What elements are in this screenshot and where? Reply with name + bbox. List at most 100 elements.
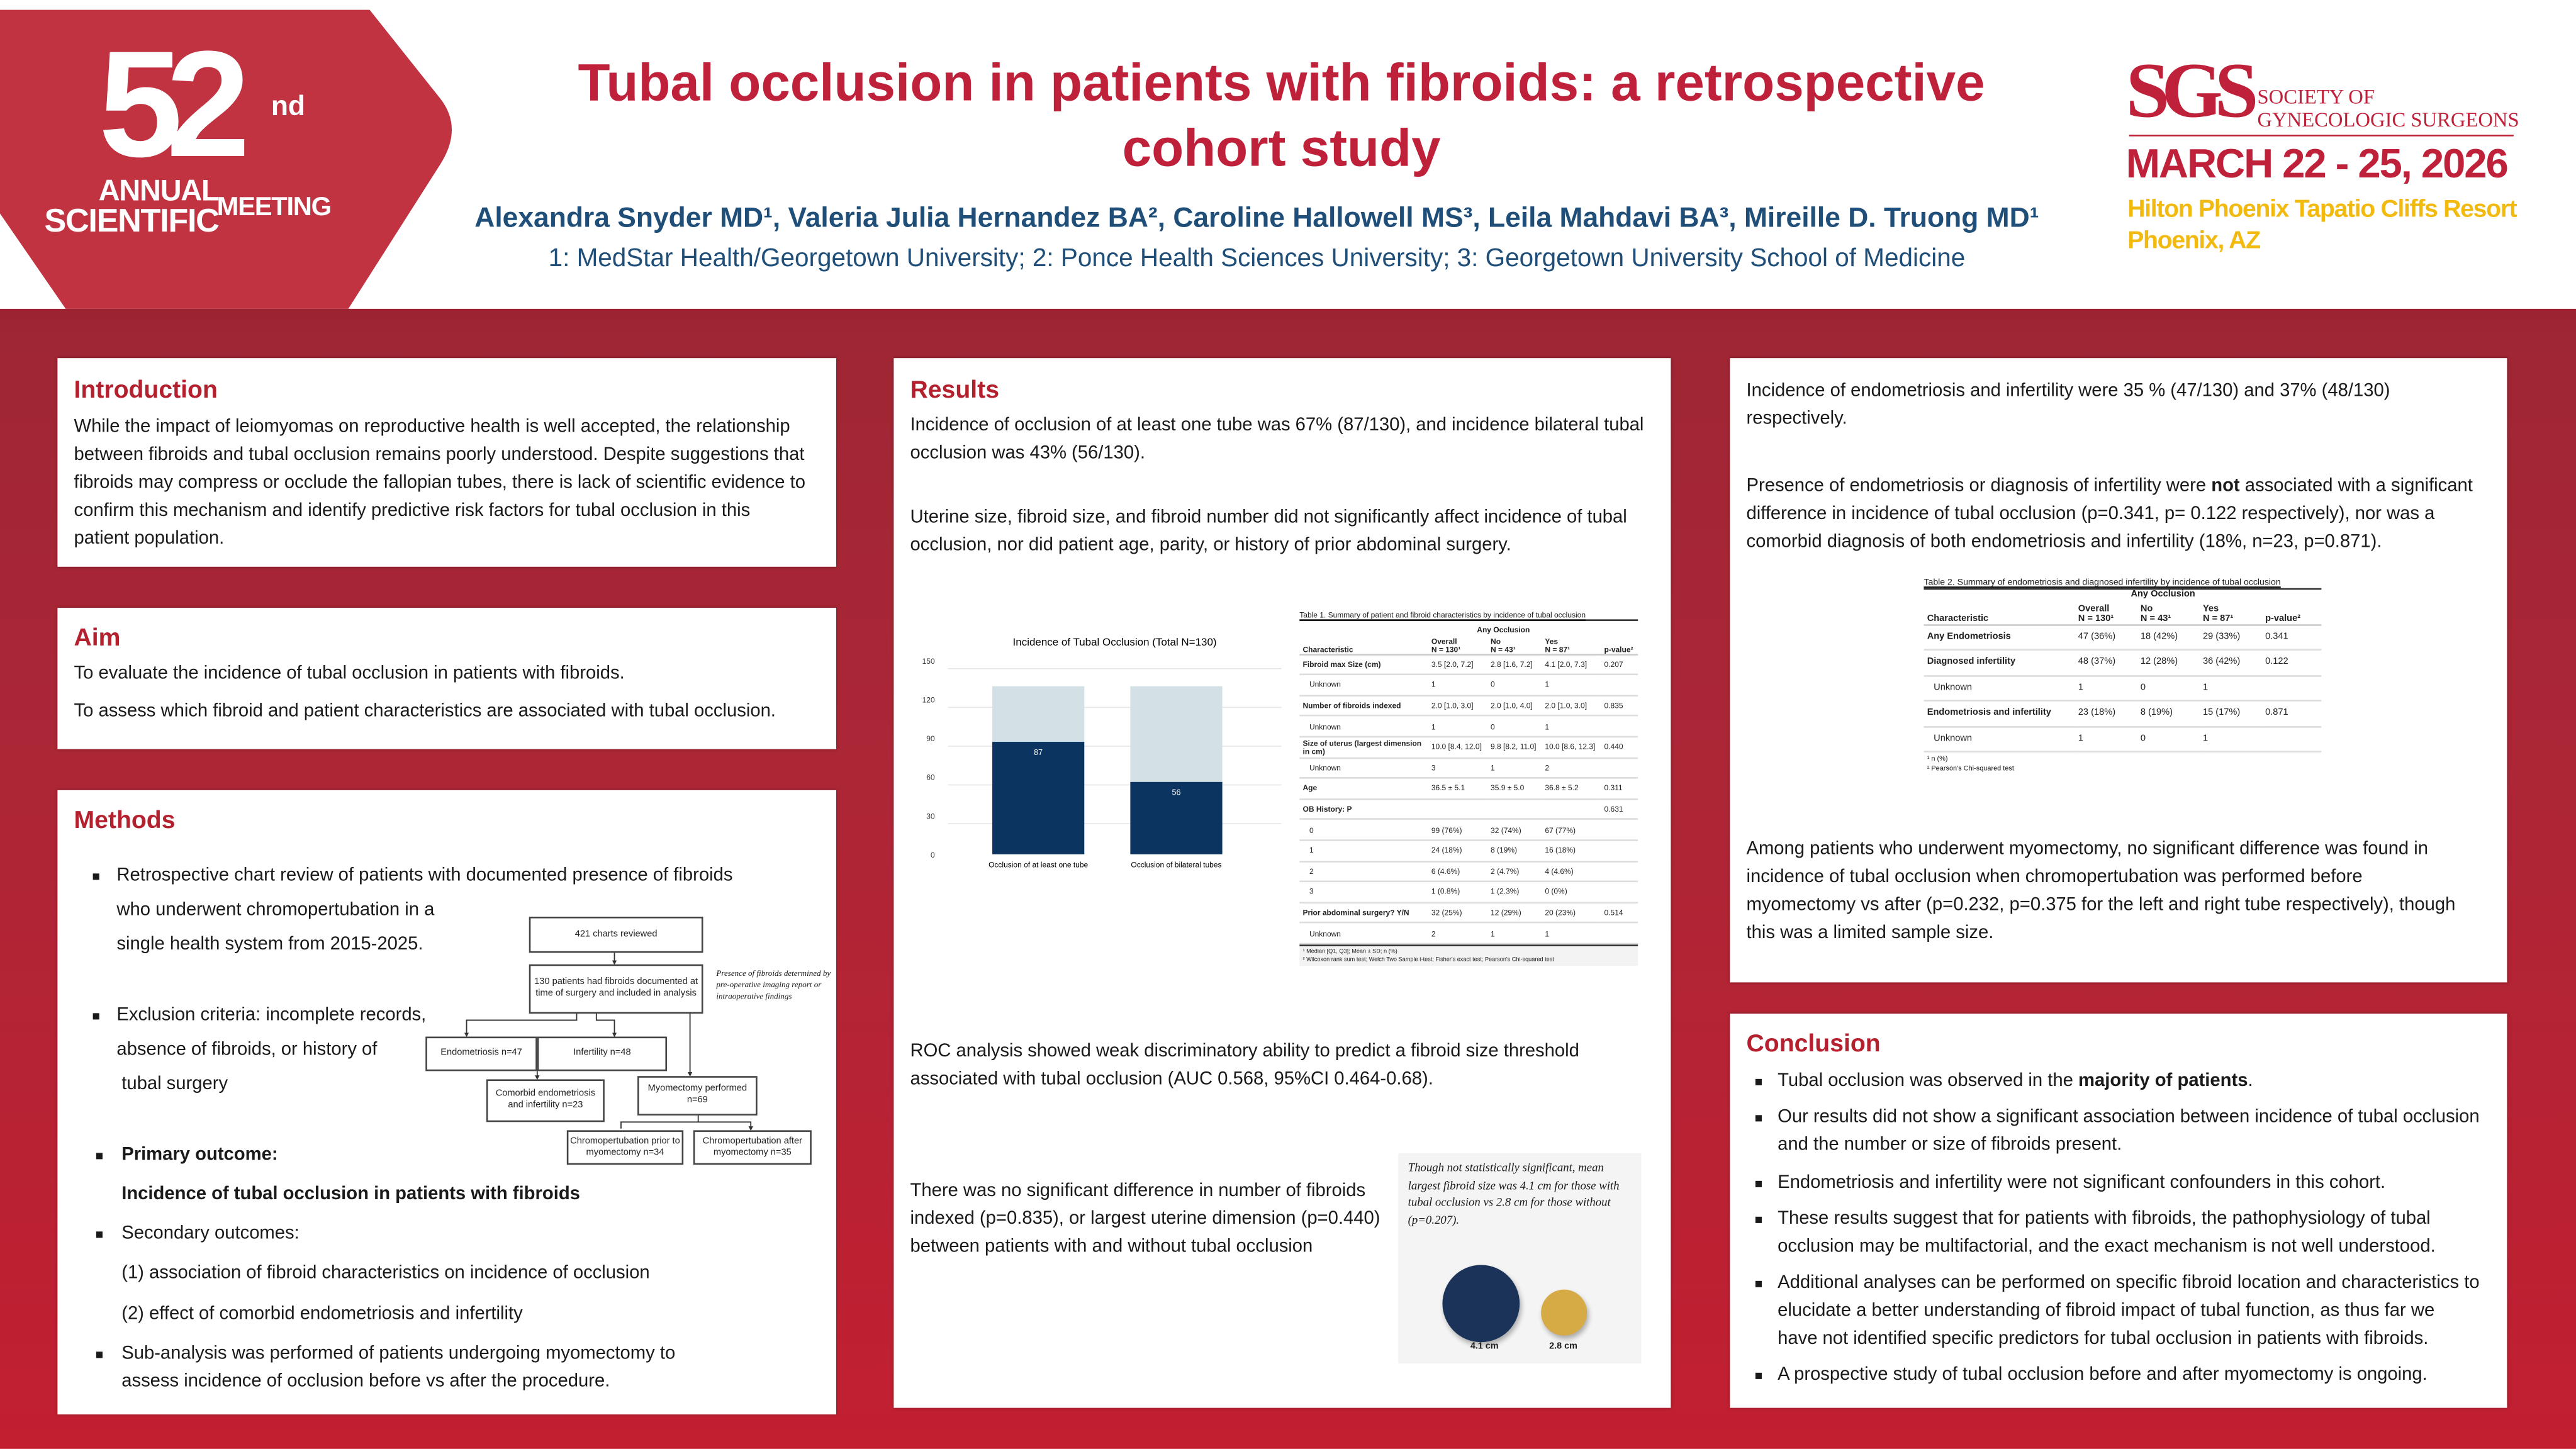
table-header-row: Characteristic Overall N = 130¹ No N = 43¹… <box>1924 600 2322 625</box>
table-cell: 10.0 [8.6, 12.3] <box>1542 736 1601 759</box>
column-header: Overall N = 130¹ <box>1428 634 1487 655</box>
meeting-venue: Hilton Phoenix Tapatio Cliffs Resort <box>2127 195 2517 224</box>
text-line: incidence of tubal occlusion when chromo… <box>1746 867 2363 887</box>
table-cell: 23 (18%) <box>2075 700 2137 727</box>
text-line: ROC analysis showed weak discriminatory … <box>910 1041 1579 1061</box>
secondary-outcome-1: (1) association of fibroid characteristi… <box>121 1263 650 1284</box>
conclusion-bullet: These results suggest that for patients … <box>1778 1206 2436 1262</box>
flow-box-prior: Chromopertubation prior to myomectomy n=… <box>566 1130 684 1165</box>
bar-segment-occluded <box>992 742 1085 854</box>
sgs-name-2: GYNECOLOGIC SURGEONS <box>2257 108 2519 131</box>
column-header: Yes N = 87¹ <box>2199 600 2262 625</box>
endometriosis-incidence-text: Incidence of endometriosis and infertili… <box>1746 378 2390 434</box>
bullet-icon: ■ <box>95 1148 104 1163</box>
table2-footnotes: ¹ n (%) ² Pearson's Chi-squared test <box>1924 752 2321 776</box>
text-span: associated with a significant <box>2239 476 2473 496</box>
table-cell: 16 (18%) <box>1542 840 1601 862</box>
column-header: p-value² <box>1601 634 1638 655</box>
text-line: between fibroids and tubal occlusion rem… <box>74 445 805 465</box>
table-cell: 0 <box>1487 674 1542 697</box>
text-line: associated with tubal occlusion (AUC 0.5… <box>910 1069 1433 1090</box>
text-line: patient population. <box>74 529 225 549</box>
flow-note: Presence of fibroids determined by pre-o… <box>716 971 831 1002</box>
table-cell: 67 (77%) <box>1542 819 1601 841</box>
association-text: Presence of endometriosis or diagnosis o… <box>1746 473 2472 557</box>
table-row: Fibroid max Size (cm) 3.5 [2.0, 7.2] 2.8 [… <box>1299 654 1638 676</box>
table1-group-header: Any Occlusion <box>1477 625 1530 634</box>
table-cell: 1 <box>1428 716 1487 738</box>
table-cell: 0.514 <box>1601 902 1638 924</box>
table1-grid: Characteristic Overall N = 130¹ No N = 43¹… <box>1299 634 1638 945</box>
introduction-heading: Introduction <box>74 376 218 405</box>
row-label: Unknown <box>1299 674 1428 697</box>
bar-data-label: 56 <box>1172 788 1181 797</box>
logo-annual: ANNUAL <box>98 174 220 207</box>
poster-title-line2: cohort study <box>1122 118 1441 177</box>
table-cell: 2.0 [1.0, 3.0] <box>1428 695 1487 717</box>
myomectomy-text: Among patients who underwent myomectomy,… <box>1746 836 2455 948</box>
bar-segment-not-occluded <box>992 686 1085 742</box>
table-row: Unknown 1 0 1 <box>1299 716 1638 738</box>
primary-outcome-label: Primary outcome: <box>121 1144 278 1165</box>
flow-box-myomectomy: Myomectomy performed n=69 <box>637 1076 758 1116</box>
y-tick-label: 150 <box>922 657 935 666</box>
methods-bullet-design: Retrospective chart review of patients w… <box>116 859 732 963</box>
table-cell: 1 <box>2075 675 2137 702</box>
conclusion-bullet: Endometriosis and infertility were not s… <box>1778 1173 2386 1193</box>
text-line: Incidence of occlusion of at least one t… <box>910 415 1644 435</box>
table-cell <box>2261 675 2322 702</box>
table-cell: 2.8 [1.6, 7.2] <box>1487 654 1542 676</box>
table-cell: 36 (42%) <box>2199 649 2262 676</box>
table-cell: 1 <box>2199 675 2262 702</box>
methods-heading: Methods <box>74 807 176 835</box>
table-cell: 3.5 [2.0, 7.2] <box>1428 654 1487 676</box>
column-header: No N = 43¹ <box>2137 600 2200 625</box>
bullet-icon: ■ <box>1754 1368 1763 1384</box>
text-line: and the number or size of fibroids prese… <box>1778 1135 2122 1155</box>
table-row: Unknown 2 1 1 <box>1299 922 1638 945</box>
table-row: Unknown 3 1 2 <box>1299 757 1638 779</box>
text-line: Our results did not show a significant a… <box>1778 1107 2480 1127</box>
results-paragraph-roc: ROC analysis showed weak discriminatory … <box>910 1038 1579 1094</box>
table-row: Size of uterus (largest dimension in cm)… <box>1299 736 1638 759</box>
table-cell: 0.122 <box>2261 649 2322 676</box>
table-cell: 0 <box>2137 675 2200 702</box>
bullet-icon: ■ <box>95 1227 104 1242</box>
table-cell <box>1542 798 1601 820</box>
column-header: Characteristic <box>1299 634 1428 655</box>
footnote: ¹ n (%) <box>1927 754 1948 763</box>
table-cell: 0.341 <box>2261 624 2322 651</box>
emphasis: majority of patients <box>2078 1071 2248 1091</box>
footnote: ¹ Median [Q1, Q3]; Mean ± SD; n (%) <box>1302 948 1397 954</box>
table-cell: 1 <box>1487 922 1542 945</box>
table-row: Unknown 1 0 1 <box>1924 675 2322 702</box>
conclusion-bullet: Additional analyses can be performed on … <box>1778 1270 2480 1353</box>
bar-segment-not-occluded <box>1130 686 1223 782</box>
row-label: Diagnosed infertility <box>1924 649 2075 676</box>
column-header: Overall N = 130¹ <box>2075 600 2137 625</box>
meeting-logo <box>0 9 452 309</box>
table-cell: 1 (0.8%) <box>1428 881 1487 904</box>
text-line: occlusion was 43% (56/130). <box>910 443 1145 464</box>
results-paragraph-incidence: Incidence of occlusion of at least one t… <box>910 412 1644 468</box>
table-cell: 99 (76%) <box>1428 819 1487 841</box>
table-row: Age 36.5 ± 5.1 35.9 ± 5.0 36.8 ± 5.2 0.311 <box>1299 778 1638 800</box>
bullet-icon: ■ <box>1754 1074 1763 1090</box>
secondary-outcome-2: (2) effect of comorbid endometriosis and… <box>121 1304 523 1324</box>
table-cell <box>1601 819 1638 841</box>
table-cell <box>1601 922 1638 945</box>
text-line: between patients with and without tubal … <box>910 1237 1313 1257</box>
text-line: Retrospective chart review of patients w… <box>116 865 733 886</box>
logo-suffix: nd <box>271 90 306 122</box>
table-cell: 2.0 [1.0, 4.0] <box>1487 695 1542 717</box>
table2: Table 2. Summary of endometriosis and di… <box>1924 578 2322 776</box>
table-cell <box>1487 798 1542 820</box>
table-cell: 35.9 ± 5.0 <box>1487 778 1542 800</box>
row-label: 2 <box>1299 861 1428 883</box>
table-cell: 18 (42%) <box>2137 624 2200 651</box>
table-cell: 0.835 <box>1601 695 1638 717</box>
table-cell: 1 <box>1487 757 1542 779</box>
table-row: OB History: P 0.631 <box>1299 798 1638 820</box>
table-cell <box>1601 716 1638 738</box>
